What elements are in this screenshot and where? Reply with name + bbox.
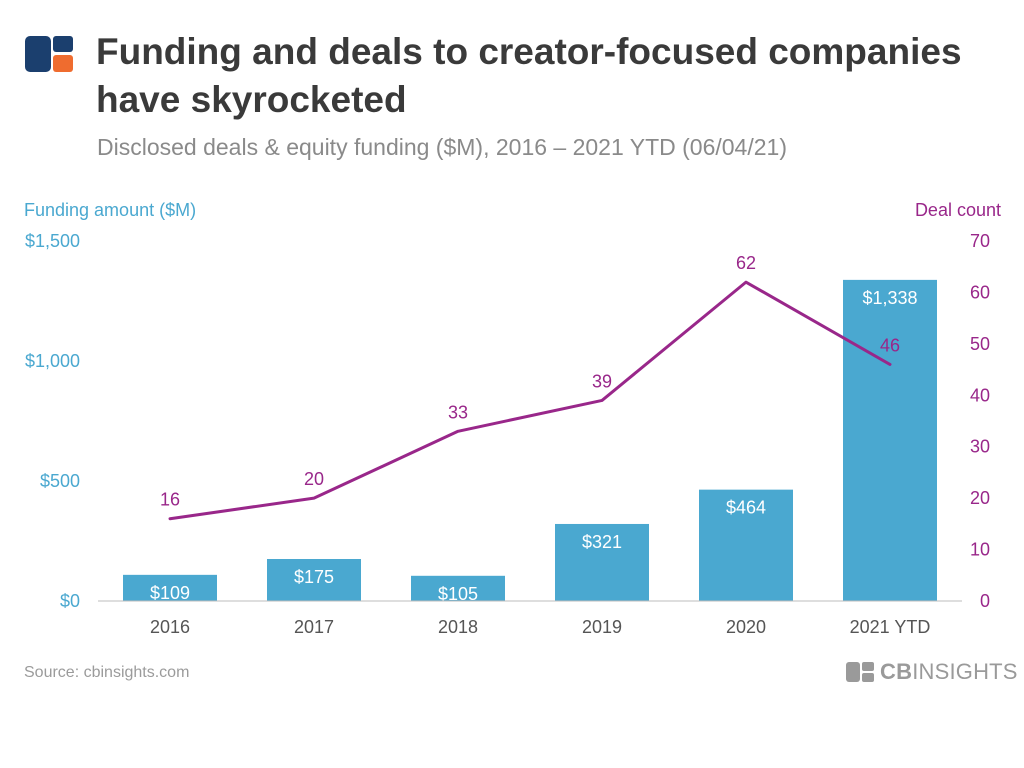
- deal-count-label: 46: [880, 335, 900, 355]
- funding-bar: [411, 575, 505, 601]
- left-axis-title: Funding amount ($M): [24, 200, 196, 220]
- left-axis-tick-label: $1,500: [25, 231, 80, 251]
- brand-cb: CB: [880, 659, 913, 684]
- left-axis-tick-label: $1,000: [25, 351, 80, 371]
- right-axis-tick-label: 60: [970, 282, 990, 302]
- source-note: Source: cbinsights.com: [24, 664, 190, 681]
- cb-insights-brand: CBINSIGHTS: [846, 659, 1018, 685]
- x-axis-tick-label: 2021 YTD: [850, 617, 931, 637]
- x-axis-tick-label: 2016: [150, 617, 190, 637]
- funding-bar: [699, 489, 793, 601]
- funding-bar-label: $105: [438, 584, 478, 604]
- x-axis-tick-label: 2020: [726, 617, 766, 637]
- cb-insights-brand-icon: [846, 662, 874, 682]
- right-axis-tick-label: 30: [970, 437, 990, 457]
- brand-insights: INSIGHTS: [912, 659, 1018, 684]
- funding-bar-label: $175: [294, 567, 334, 587]
- right-axis-tick-label: 70: [970, 231, 990, 251]
- funding-bar: [123, 574, 217, 601]
- left-axis-tick-label: $500: [40, 471, 80, 491]
- deal-count-label: 16: [160, 490, 180, 510]
- funding-bar: [267, 559, 361, 601]
- deal-count-label: 39: [592, 371, 612, 391]
- right-axis-tick-label: 40: [970, 385, 990, 405]
- funding-bar: [555, 523, 649, 601]
- left-axis-tick-label: $0: [60, 591, 80, 611]
- funding-bar: [843, 279, 937, 601]
- x-axis-tick-label: 2017: [294, 617, 334, 637]
- deal-count-label: 33: [448, 402, 468, 422]
- right-axis-tick-label: 10: [970, 540, 990, 560]
- x-axis-tick-label: 2019: [582, 617, 622, 637]
- deal-count-line: [168, 280, 892, 521]
- x-axis-tick-label: 2018: [438, 617, 478, 637]
- right-axis-tick-label: 50: [970, 334, 990, 354]
- funding-bar-label: $109: [150, 583, 190, 603]
- funding-bar-label: $321: [582, 532, 622, 552]
- funding-bar-label: $1,338: [862, 288, 917, 308]
- deal-count-label: 62: [736, 253, 756, 273]
- chart: Funding amount ($M) Deal count $0 $500 $1,…: [24, 200, 1001, 637]
- deal-count-label: 20: [304, 469, 324, 489]
- chart-subtitle: Disclosed deals & equity funding ($M), 2…: [97, 134, 787, 160]
- right-axis-tick-label: 20: [970, 488, 990, 508]
- funding-bar-label: $464: [726, 498, 766, 518]
- right-axis-title: Deal count: [915, 200, 1001, 220]
- right-axis-tick-label: 0: [980, 591, 990, 611]
- chart-title: Funding and deals to creator-focused com…: [96, 31, 962, 120]
- cb-insights-logo-icon: [25, 36, 73, 72]
